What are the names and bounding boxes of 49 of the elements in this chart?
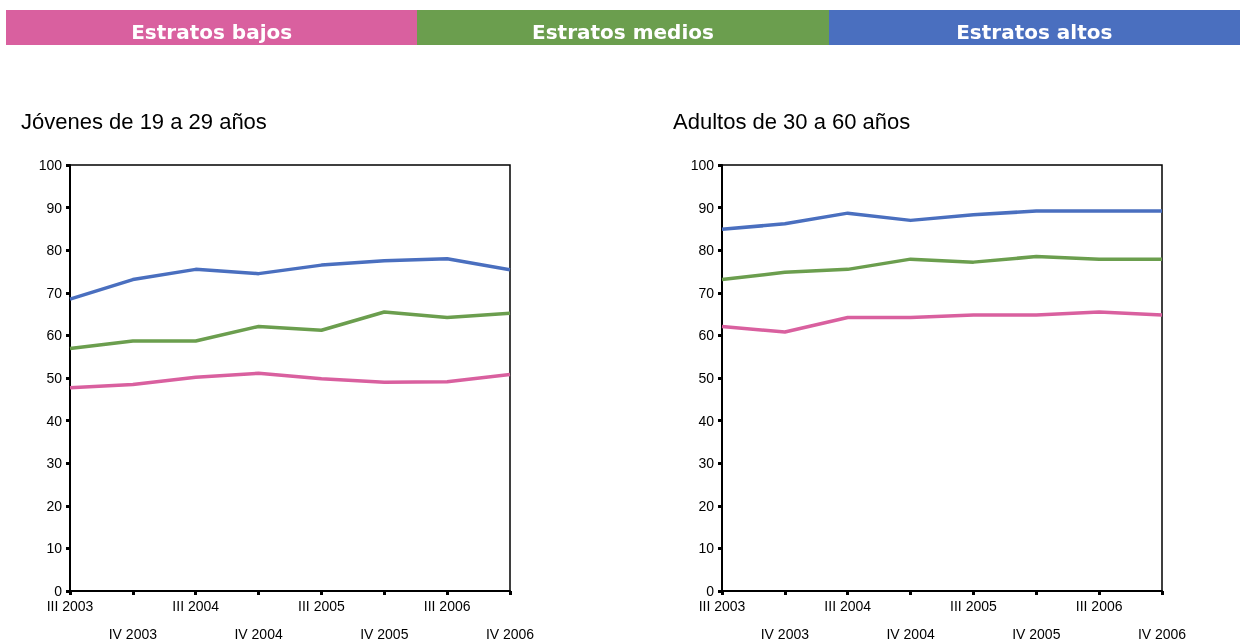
x-tick-label: IV 2003 — [108, 626, 158, 642]
x-tick-label: IV 2006 — [485, 626, 535, 642]
x-tick-label: III 2003 — [46, 598, 94, 614]
text: Estratos altos — [828, 10, 1240, 45]
y-tick-label: 0 — [54, 583, 63, 599]
x-tick-label: IV 2005 — [360, 626, 409, 642]
x-tick-label: III 2004 — [172, 598, 220, 614]
line-series — [68, 371, 512, 390]
y-tick-label: 50 — [46, 370, 63, 386]
y-tick-label: 60 — [46, 327, 63, 344]
y-tick-label: 80 — [698, 242, 715, 259]
y-tick-label: 100 — [38, 157, 63, 173]
x-tick-label: IV 2004 — [886, 626, 935, 642]
x-tick-label: IV 2003 — [760, 626, 810, 642]
x-tick-label: III 2006 — [423, 598, 471, 614]
y-tick-label: 60 — [698, 327, 715, 344]
chart-title: Adultos de 30 a 60 años — [673, 108, 911, 134]
y-tick-label: 90 — [698, 199, 715, 216]
x-tick-label: III 2004 — [824, 598, 872, 614]
y-tick-label: 80 — [46, 242, 63, 259]
line-series — [720, 310, 1164, 334]
y-tick-label: 100 — [690, 157, 715, 173]
x-tick-label: IV 2004 — [234, 626, 283, 642]
x-tick-label: III 2006 — [1075, 598, 1123, 614]
x-tick-label: IV 2005 — [1012, 626, 1061, 642]
y-tick-label: 70 — [46, 284, 63, 301]
x-tick-label: III 2005 — [298, 598, 345, 614]
y-tick-label: 10 — [46, 540, 63, 557]
y-tick-label: 30 — [698, 455, 715, 472]
y-tick-label: 90 — [46, 199, 63, 216]
y-tick-label: 0 — [706, 583, 715, 599]
y-tick-label: 40 — [46, 412, 63, 429]
y-tick-label: 70 — [698, 284, 715, 301]
chart-title: Jóvenes de 19 a 29 años — [21, 108, 267, 134]
y-tick-label: 50 — [698, 370, 715, 386]
x-tick-label: III 2003 — [698, 598, 746, 614]
line-series — [720, 209, 1164, 232]
text: Estratos medios — [417, 10, 829, 45]
line-series — [68, 310, 512, 351]
y-tick-label: 30 — [46, 455, 63, 472]
text: Estratos bajos — [6, 10, 418, 45]
y-tick-label: 20 — [698, 497, 715, 514]
y-tick-label: 10 — [698, 540, 715, 557]
x-tick-label: IV 2006 — [1137, 626, 1187, 642]
x-tick-label: III 2005 — [950, 598, 997, 614]
y-tick-label: 40 — [698, 412, 715, 429]
y-tick-label: 20 — [46, 497, 63, 514]
line-series — [68, 256, 512, 301]
line-series — [720, 254, 1164, 282]
